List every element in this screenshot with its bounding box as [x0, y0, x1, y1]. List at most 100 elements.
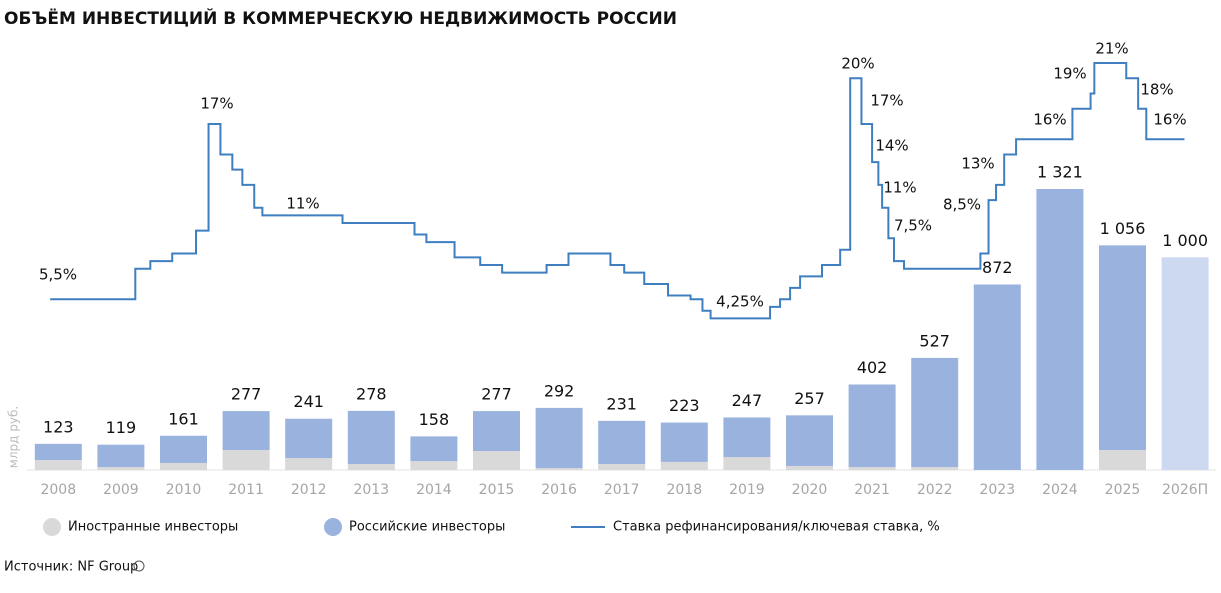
- x-tick-label: 2026П: [1162, 482, 1208, 498]
- total-label: 277: [481, 385, 512, 404]
- rate-annotation: 21%: [1095, 40, 1128, 58]
- x-tick-label: 2016: [541, 482, 577, 498]
- rate-annotation: 11%: [883, 179, 916, 197]
- bar-segment: [347, 410, 395, 465]
- total-label: 292: [544, 381, 575, 400]
- bar-segment: [786, 465, 833, 470]
- bar-segment: [97, 444, 145, 468]
- x-tick-label: 2008: [40, 482, 76, 498]
- total-label: 158: [419, 410, 450, 429]
- bar-segment: [1036, 188, 1084, 470]
- rate-annotation: 13%: [961, 155, 994, 173]
- x-tick-label: 2021: [854, 482, 890, 498]
- x-tick-label: 2014: [416, 482, 452, 498]
- x-tick-label: 2015: [479, 482, 515, 498]
- rate-annotation: 18%: [1140, 81, 1173, 99]
- rate-annotation: 11%: [286, 195, 319, 213]
- bar-segment: [160, 462, 207, 470]
- rate-annotation: 16%: [1033, 111, 1066, 129]
- total-label: 257: [794, 389, 825, 408]
- chart-title: ОБЪЁМ ИНВЕСТИЦИЙ В КОММЕРЧЕСКУЮ НЕДВИЖИМ…: [4, 7, 677, 29]
- bar-segment: [222, 411, 270, 451]
- bar-segment: [723, 457, 771, 470]
- bar-segment: [473, 451, 520, 470]
- source: Источник: NF Group: [4, 560, 138, 575]
- bar-segment: [598, 420, 646, 465]
- bar-segment: [660, 422, 708, 462]
- rate-annotation: 8,5%: [943, 196, 981, 214]
- bar-segment: [97, 467, 145, 470]
- bar-segment: [285, 418, 333, 459]
- total-label: 161: [168, 409, 199, 428]
- total-label: 247: [732, 391, 763, 410]
- x-tick-label: 2020: [792, 482, 828, 498]
- bar-segment: [535, 407, 583, 469]
- logo-icon: [133, 560, 145, 572]
- total-label: 527: [919, 331, 950, 350]
- bar-segment: [1161, 257, 1209, 470]
- x-tick-label: 2011: [228, 482, 264, 498]
- bar-segment: [222, 450, 270, 470]
- y-axis-label: млрд руб.: [7, 406, 21, 468]
- x-tick-label: 2017: [604, 482, 640, 498]
- x-tick-label: 2009: [103, 482, 139, 498]
- x-tick-label: 2012: [291, 482, 327, 498]
- legend-label: Российские инвесторы: [349, 520, 505, 535]
- total-label: 278: [356, 384, 387, 403]
- legend-swatch: [324, 518, 342, 536]
- bar-segment: [473, 411, 520, 452]
- bar-segment: [723, 417, 771, 458]
- bar-segment: [973, 284, 1021, 470]
- bar-segment: [535, 468, 583, 470]
- x-tick-label: 2013: [353, 482, 389, 498]
- total-label: 223: [669, 396, 700, 415]
- bar-segment: [1099, 450, 1146, 470]
- rate-line: [50, 61, 1185, 320]
- total-label: 277: [231, 385, 262, 404]
- rate-annotation: 20%: [841, 55, 874, 73]
- bar-segment: [848, 384, 896, 468]
- rate-annotation: 17%: [870, 92, 903, 110]
- x-tick-label: 2024: [1042, 482, 1078, 498]
- legend-label: Иностранные инвесторы: [68, 520, 238, 535]
- legend-swatch: [43, 518, 61, 536]
- bar-segment: [410, 461, 458, 470]
- rate-annotation: 17%: [200, 95, 233, 113]
- total-label: 119: [106, 418, 137, 437]
- rate-annotation: 4,25%: [716, 293, 764, 311]
- rate-annotation: 14%: [875, 137, 908, 155]
- total-label: 872: [982, 258, 1013, 277]
- bar-segment: [410, 436, 458, 462]
- bar-segment: [848, 467, 896, 470]
- rate-annotation: 16%: [1153, 111, 1186, 129]
- bar-segment: [911, 357, 959, 468]
- bar-segment: [34, 460, 82, 470]
- rate-annotation: 5,5%: [39, 266, 77, 284]
- x-tick-label: 2023: [979, 482, 1015, 498]
- total-label: 241: [293, 392, 324, 411]
- total-label: 1 000: [1162, 231, 1208, 250]
- bar-segment: [160, 435, 207, 463]
- total-label: 1 056: [1100, 219, 1146, 238]
- rate-annotation: 7,5%: [894, 217, 932, 235]
- bar-segment: [598, 464, 646, 470]
- bar-segment: [34, 443, 82, 461]
- x-tick-label: 2018: [666, 482, 702, 498]
- x-tick-label: 2019: [729, 482, 765, 498]
- x-tick-label: 2010: [166, 482, 202, 498]
- bar-segment: [660, 461, 708, 470]
- legend-label: Ставка рефинансирования/ключевая ставка,…: [613, 520, 940, 535]
- bar-segment: [1099, 245, 1146, 451]
- x-tick-label: 2025: [1105, 482, 1141, 498]
- rate-annotation: 19%: [1053, 65, 1086, 83]
- bar-segment: [285, 458, 333, 470]
- bar-segment: [347, 464, 395, 470]
- total-label: 231: [606, 394, 637, 413]
- bar-segment: [911, 467, 959, 470]
- total-label: 1 321: [1037, 162, 1083, 181]
- bar-segment: [786, 415, 833, 466]
- total-label: 402: [857, 358, 888, 377]
- total-label: 123: [43, 417, 74, 436]
- x-tick-label: 2022: [917, 482, 953, 498]
